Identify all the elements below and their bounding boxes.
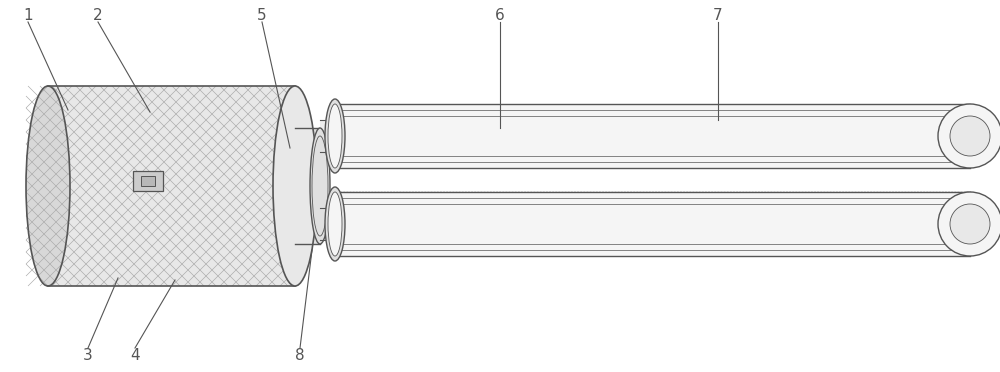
- Circle shape: [938, 192, 1000, 256]
- Text: 8: 8: [295, 347, 305, 362]
- Ellipse shape: [26, 86, 70, 286]
- Text: 7: 7: [713, 7, 723, 22]
- Ellipse shape: [310, 128, 330, 244]
- Ellipse shape: [325, 99, 345, 173]
- Circle shape: [950, 116, 990, 156]
- Ellipse shape: [325, 187, 345, 261]
- Text: 4: 4: [130, 347, 140, 362]
- Bar: [320, 208, 335, 240]
- Bar: [133, 171, 163, 191]
- Ellipse shape: [328, 192, 342, 256]
- Text: 6: 6: [495, 7, 505, 22]
- Bar: [335, 104, 970, 168]
- Bar: [48, 86, 295, 286]
- Circle shape: [938, 104, 1000, 168]
- Text: 1: 1: [23, 7, 33, 22]
- Ellipse shape: [328, 104, 342, 168]
- Text: 5: 5: [257, 7, 267, 22]
- Bar: [295, 128, 320, 244]
- Text: 3: 3: [83, 347, 93, 362]
- Text: 2: 2: [93, 7, 103, 22]
- Ellipse shape: [273, 86, 317, 286]
- Bar: [141, 176, 155, 186]
- Circle shape: [950, 204, 990, 244]
- Bar: [320, 120, 335, 152]
- Bar: [335, 192, 970, 256]
